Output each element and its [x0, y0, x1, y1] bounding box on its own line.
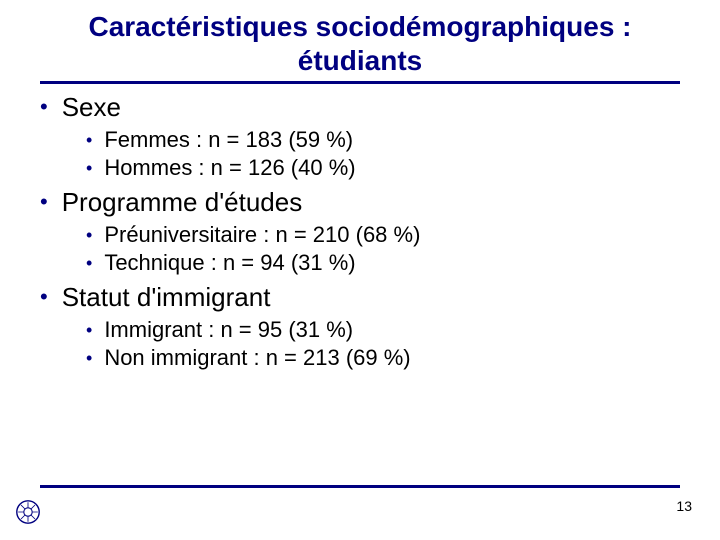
list-item: • Technique : n = 94 (31 %): [86, 250, 690, 276]
list-item: • Immigrant : n = 95 (31 %): [86, 317, 690, 343]
section-heading-text: Statut d'immigrant: [62, 282, 271, 313]
bullet-icon: •: [86, 349, 92, 367]
section-heading-programme: • Programme d'études: [40, 187, 690, 218]
slide: Caractéristiques sociodémographiques : é…: [0, 0, 720, 540]
section-heading-sexe: • Sexe: [40, 92, 690, 123]
title-line-1: Caractéristiques sociodémographiques :: [88, 11, 631, 42]
content-area: • Sexe • Femmes : n = 183 (59 %) • Homme…: [30, 92, 690, 371]
bullet-icon: •: [86, 321, 92, 339]
logo-icon: [14, 498, 42, 526]
list-item: • Non immigrant : n = 213 (69 %): [86, 345, 690, 371]
footer-rule: [40, 485, 680, 488]
section-heading-statut: • Statut d'immigrant: [40, 282, 690, 313]
bullet-icon: •: [40, 96, 48, 118]
bullet-icon: •: [86, 159, 92, 177]
bullet-icon: •: [86, 131, 92, 149]
list-item-text: Préuniversitaire : n = 210 (68 %): [104, 222, 420, 248]
list-item: • Femmes : n = 183 (59 %): [86, 127, 690, 153]
section-heading-text: Programme d'études: [62, 187, 303, 218]
page-number: 13: [676, 498, 692, 514]
list-item-text: Technique : n = 94 (31 %): [104, 250, 355, 276]
title-underline: [40, 81, 680, 84]
title-line-2: étudiants: [298, 45, 422, 76]
list-item-text: Hommes : n = 126 (40 %): [104, 155, 355, 181]
slide-title: Caractéristiques sociodémographiques : é…: [30, 10, 690, 77]
list-item-text: Femmes : n = 183 (59 %): [104, 127, 353, 153]
section-heading-text: Sexe: [62, 92, 121, 123]
list-item-text: Non immigrant : n = 213 (69 %): [104, 345, 410, 371]
bullet-icon: •: [86, 226, 92, 244]
bullet-icon: •: [40, 286, 48, 308]
bullet-icon: •: [86, 254, 92, 272]
list-item: • Préuniversitaire : n = 210 (68 %): [86, 222, 690, 248]
list-item: • Hommes : n = 126 (40 %): [86, 155, 690, 181]
bullet-icon: •: [40, 191, 48, 213]
list-item-text: Immigrant : n = 95 (31 %): [104, 317, 353, 343]
